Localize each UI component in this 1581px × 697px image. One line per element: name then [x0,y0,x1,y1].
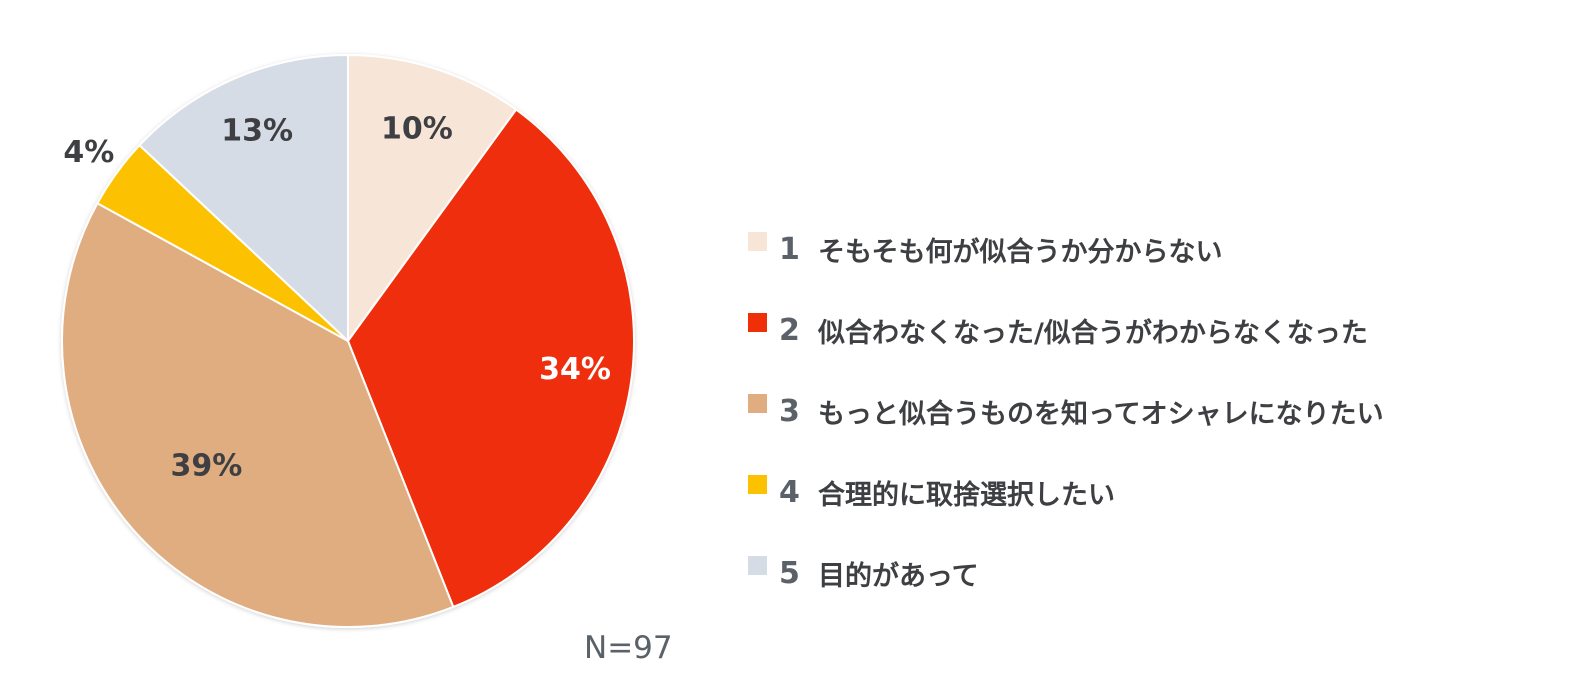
legend-label-2: 似合わなくなった/似合うがわからなくなった [818,318,1368,349]
legend-index-3: 3 [779,394,800,429]
sample-size-label: N=97 [584,630,673,666]
legend-item-2: 2 似合わなくなった/似合うがわからなくなった [748,307,1548,388]
legend-swatch-3 [748,394,767,413]
slice-value-label-5: 13% [221,114,293,149]
legend-item-5: 5 目的があって [748,550,1548,631]
slice-value-label-3: 39% [171,448,243,483]
legend-index-2: 2 [779,313,800,348]
legend-label-1: そもそも何が似合うか分からない [818,237,1223,268]
legend-item-4: 4 合理的に取捨選択したい [748,469,1548,550]
legend-swatch-5 [748,556,767,575]
pie-slice-3 [61,201,455,628]
legend-label-3: もっと似合うものを知ってオシャレになりたい [818,399,1384,430]
legend-index-5: 5 [779,556,800,591]
pie-slice-2 [346,108,635,609]
legend-swatch-1 [748,232,767,251]
pie-slice-5 [138,53,349,344]
legend-item-3: 3 もっと似合うものを知ってオシャレになりたい [748,388,1548,469]
legend: 1 そもそも何が似合うか分からない 2 似合わなくなった/似合うがわからなくなっ… [748,226,1548,631]
slice-value-label-2: 34% [539,352,611,387]
legend-index-4: 4 [779,475,800,510]
pie-chart: 10% 34% 39% 4% 13% [61,53,635,628]
slice-value-label-4: 4% [63,135,114,170]
legend-index-1: 1 [779,232,800,267]
legend-swatch-2 [748,313,767,332]
pie-slice-1 [347,53,518,345]
slice-value-label-1: 10% [381,111,453,146]
legend-item-1: 1 そもそも何が似合うか分からない [748,226,1548,307]
legend-label-4: 合理的に取捨選択したい [818,480,1115,511]
legend-label-5: 目的があって [818,561,979,592]
legend-swatch-4 [748,475,767,494]
